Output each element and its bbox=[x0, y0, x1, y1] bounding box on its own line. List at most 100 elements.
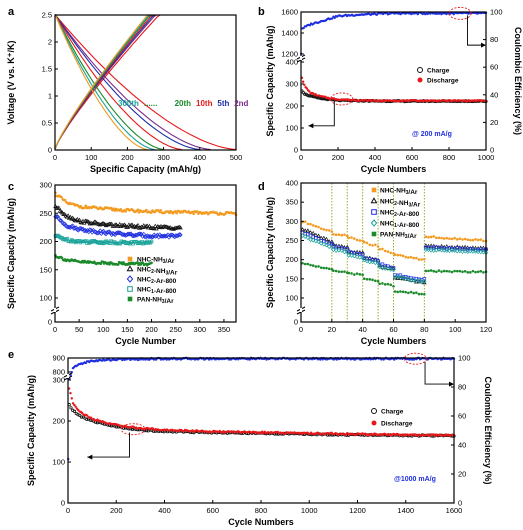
c-series-point bbox=[191, 210, 194, 214]
d-series-point bbox=[429, 269, 433, 272]
a-xtick-label: 0 bbox=[53, 153, 57, 162]
d-series-point bbox=[428, 243, 434, 248]
c-series-point bbox=[96, 230, 102, 235]
d-series-point bbox=[308, 230, 313, 235]
d-series-point bbox=[380, 265, 385, 271]
d-series-point bbox=[462, 244, 468, 249]
d-series-point bbox=[463, 269, 467, 273]
c-series-point bbox=[130, 222, 135, 227]
e-ytick-label: 0 bbox=[458, 499, 462, 508]
d-series-point bbox=[393, 253, 397, 257]
e-yaxis-label: Specific Capacity (mAh/g) bbox=[26, 375, 36, 486]
panel-letter-e: e bbox=[8, 349, 14, 361]
c-series-point bbox=[57, 217, 63, 223]
d-series-point bbox=[306, 222, 310, 226]
e-ytick-label: 0 bbox=[61, 499, 65, 508]
c-series-point bbox=[69, 224, 74, 229]
d-ytick-label: 250 bbox=[285, 236, 298, 245]
legend-marker bbox=[370, 197, 378, 204]
b-xtick-label: 600 bbox=[406, 153, 419, 162]
d-series-point bbox=[358, 273, 362, 276]
d-series-point bbox=[309, 263, 312, 267]
d-series-point bbox=[436, 247, 442, 252]
d-series-point bbox=[473, 248, 478, 254]
e-discharge-point bbox=[68, 387, 71, 390]
e-ce-point bbox=[70, 371, 73, 374]
a-discharge-curve bbox=[54, 14, 200, 151]
c-series-point bbox=[157, 224, 163, 230]
d-series-point bbox=[313, 238, 319, 244]
d-series-point bbox=[317, 265, 320, 268]
d-series-point bbox=[319, 266, 323, 269]
c-xtick-label: 0 bbox=[53, 325, 57, 334]
d-series-point bbox=[329, 239, 335, 244]
c-series-point bbox=[99, 262, 103, 266]
b-ce-highlight bbox=[448, 6, 472, 20]
a-ytick-label: 1 bbox=[48, 92, 52, 101]
d-series-point bbox=[395, 274, 400, 280]
e-ce-arrowhead bbox=[449, 381, 454, 387]
d-series-point bbox=[342, 249, 347, 255]
a-discharge-curve bbox=[54, 14, 237, 151]
d-series-point bbox=[386, 250, 390, 253]
d-series-point bbox=[376, 279, 380, 283]
d-series-point bbox=[343, 270, 346, 273]
c-series-point bbox=[79, 204, 83, 208]
d-ytick-label: 100 bbox=[285, 294, 298, 303]
d-series-point bbox=[423, 292, 426, 296]
c-series-point bbox=[164, 233, 169, 239]
d-series-point bbox=[476, 270, 480, 274]
d-series-point bbox=[415, 291, 418, 294]
d-series-point bbox=[378, 247, 381, 251]
d-series-point bbox=[324, 236, 329, 241]
c-series-point bbox=[114, 230, 119, 236]
d-series-point bbox=[415, 256, 418, 260]
e-ytick-label: 100 bbox=[52, 458, 65, 467]
legend-marker bbox=[371, 231, 377, 237]
d-series-point bbox=[337, 233, 341, 237]
c-series-point bbox=[117, 230, 122, 236]
c-series-point bbox=[134, 223, 140, 228]
d-series-point bbox=[468, 248, 473, 254]
b-xaxis-label: Cycle Numbers bbox=[361, 164, 427, 174]
d-xaxis-label: Cycle Numbers bbox=[361, 336, 427, 346]
c-series-point bbox=[109, 206, 113, 210]
e-ytick-label: 800 bbox=[52, 368, 65, 377]
d-series-point bbox=[362, 257, 367, 263]
legend-marker bbox=[127, 256, 133, 262]
d-series-point bbox=[466, 271, 470, 274]
d-series-point bbox=[371, 244, 374, 247]
d-series-point bbox=[479, 238, 483, 241]
d-series-point bbox=[352, 253, 357, 259]
b-charge-point bbox=[307, 94, 311, 98]
a-cycle-label: 5th bbox=[217, 99, 229, 108]
panel-c: c 0 50 100 150 200 250 300 350 100 150 200 250 300 0 Cy… bbox=[6, 181, 238, 346]
c-series-point bbox=[60, 256, 64, 260]
d-series-point bbox=[370, 259, 375, 265]
d-series-point bbox=[458, 237, 462, 241]
a-cycle-label: 2nd bbox=[234, 99, 248, 108]
e-charge-point bbox=[69, 406, 73, 410]
b-ce-point bbox=[302, 26, 305, 30]
d-series-point bbox=[442, 269, 446, 273]
legend-marker bbox=[371, 408, 377, 414]
e-discharge-point bbox=[70, 397, 73, 400]
d-ytick-label: 400 bbox=[285, 179, 298, 188]
e-charge-point bbox=[85, 417, 89, 421]
b-xtick-label: 800 bbox=[443, 153, 456, 162]
c-series-point bbox=[92, 229, 97, 234]
b-ytick-label: 300 bbox=[285, 80, 298, 89]
c-series-point bbox=[56, 205, 62, 210]
d-series-point bbox=[345, 234, 349, 238]
d-ytick-label: 150 bbox=[285, 274, 298, 283]
a-xtick-label: 500 bbox=[230, 153, 243, 162]
c-series-point bbox=[67, 224, 72, 230]
c-series-point bbox=[144, 223, 150, 228]
d-series-point bbox=[388, 266, 393, 272]
c-ytick-label: 250 bbox=[39, 209, 52, 218]
d-series-point bbox=[316, 233, 321, 238]
d-series-point bbox=[385, 266, 391, 271]
c-series-point bbox=[60, 195, 63, 199]
d-series-point bbox=[403, 276, 408, 282]
